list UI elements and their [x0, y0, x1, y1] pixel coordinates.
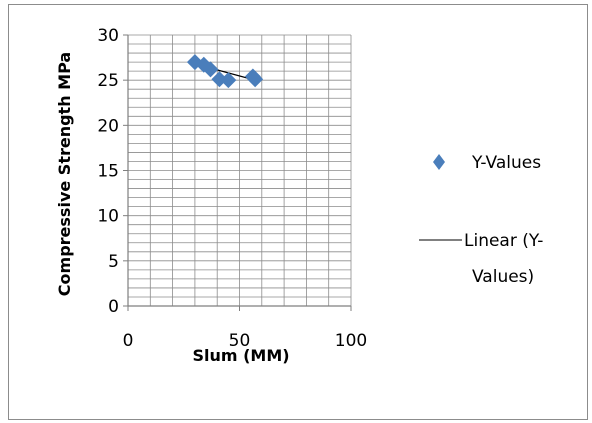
y-tick-label: 0 — [108, 297, 119, 317]
y-tick-label: 30 — [97, 26, 119, 46]
axes — [123, 34, 352, 311]
x-axis-title: Slum (MM) — [192, 346, 289, 365]
y-axis-title: Compressive Strength MPa — [55, 52, 74, 296]
data-point — [220, 72, 237, 89]
y-tick-label: 20 — [97, 116, 119, 136]
y-tick-label: 25 — [97, 71, 119, 91]
data-point — [211, 71, 228, 88]
y-tick-label: 5 — [108, 252, 119, 272]
legend: Y-Values Linear (Y- Values) — [419, 153, 543, 287]
legend-marker-diamond — [433, 154, 445, 170]
x-tick-label: 100 — [335, 331, 367, 351]
legend-label-trendline-line1: Linear (Y- — [464, 231, 543, 251]
x-tick-label: 50 — [229, 331, 251, 351]
legend-label-series: Y-Values — [471, 153, 541, 173]
chart-frame — [8, 4, 588, 420]
x-tick-label: 0 — [123, 331, 134, 351]
y-tick-label: 15 — [97, 162, 119, 182]
data-points — [186, 54, 264, 89]
y-tick-label: 10 — [97, 207, 119, 227]
legend-label-trendline-line2: Values) — [472, 267, 534, 287]
tick-labels: 0 5 10 15 20 25 30 0 50 100 — [97, 26, 367, 351]
data-point — [202, 61, 219, 78]
data-point — [247, 71, 264, 88]
